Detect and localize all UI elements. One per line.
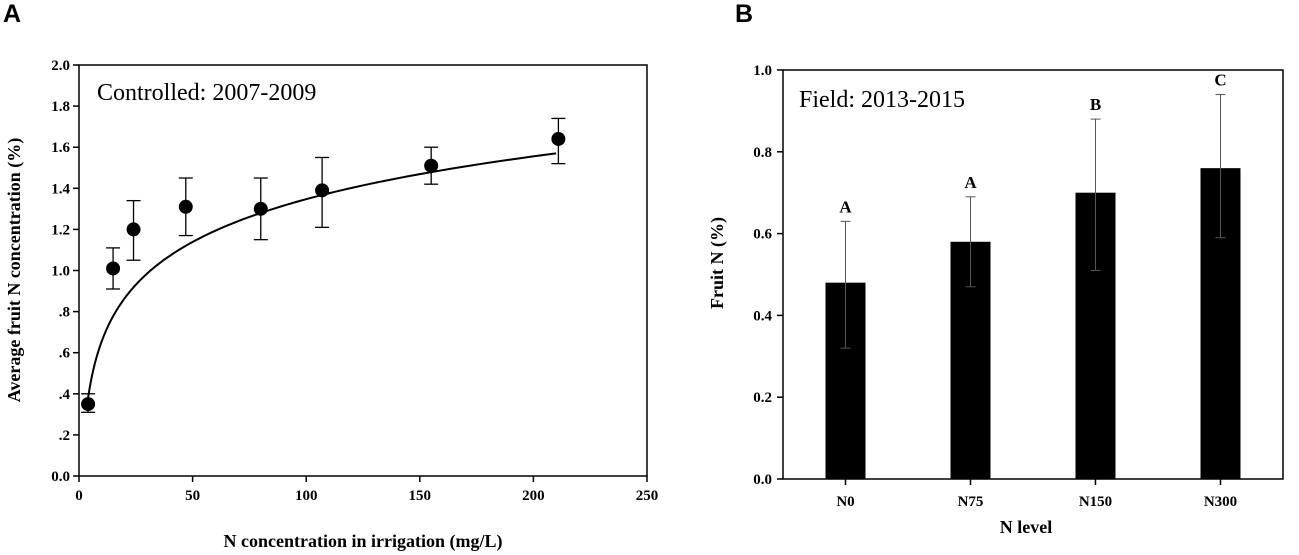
panel-a-series — [81, 117, 566, 413]
y-tick-label: .6 — [59, 346, 71, 362]
panel-b: B Field: 2013-2015 0.0 0.2 0.4 0.6 0.8 1.0 A N… — [707, 0, 1284, 537]
data-point — [315, 183, 330, 198]
data-point — [551, 131, 566, 146]
x-tick-label: 250 — [636, 488, 659, 504]
panel-a-x-axis: 0 50 100 150 200 250 — [75, 476, 658, 504]
x-tick-label: 0 — [75, 488, 83, 504]
panel-b-y-axis: 0.0 0.2 0.4 0.6 0.8 1.0 — [753, 63, 783, 488]
panel-a-y-axis: 0.0 .2 .4 .6 .8 1.0 1.2 1.4 1.6 1.8 2.0 — [51, 58, 79, 485]
panel-a-x-label: N concentration in irrigation (mg/L) — [224, 531, 503, 552]
y-tick-label: 0.6 — [753, 227, 772, 243]
x-tick-label: 50 — [185, 488, 200, 504]
data-point — [253, 201, 268, 216]
y-tick-label: 0.0 — [51, 469, 70, 485]
significance-letter: B — [1090, 95, 1101, 114]
y-tick-label: 2.0 — [51, 58, 70, 74]
panel-b-x-label: N level — [1000, 517, 1052, 537]
x-tick-label: 200 — [522, 488, 545, 504]
data-point — [424, 158, 439, 173]
y-tick-label: 0.8 — [753, 145, 772, 161]
panel-a: A Controlled: 2007-2009 0 50 100 150 200 250 … — [3, 0, 658, 552]
data-point — [81, 397, 96, 412]
category-label: N150 — [1079, 494, 1112, 510]
x-tick-label: 100 — [295, 488, 318, 504]
panel-a-plot-frame — [78, 64, 648, 477]
y-tick-label: 1.6 — [51, 140, 70, 156]
y-tick-label: .8 — [59, 305, 70, 321]
y-tick-label: 1.2 — [51, 222, 70, 238]
panel-b-plot-frame — [782, 69, 1284, 480]
y-tick-label: 0.2 — [753, 390, 772, 406]
y-tick-label: 1.8 — [51, 99, 70, 115]
data-point — [126, 222, 141, 237]
y-tick-label: 1.0 — [753, 63, 772, 79]
data-point — [178, 199, 193, 214]
data-point — [106, 261, 121, 276]
y-tick-label: 0.4 — [753, 308, 772, 324]
y-tick-label: 1.0 — [51, 264, 70, 280]
significance-letter: A — [839, 197, 852, 216]
y-tick-label: .2 — [59, 428, 70, 444]
y-tick-label: .4 — [59, 387, 71, 403]
panel-a-title: Controlled: 2007-2009 — [97, 80, 316, 106]
panel-b-title: Field: 2013-2015 — [799, 87, 965, 113]
y-tick-label: 1.4 — [51, 181, 70, 197]
panel-a-y-label: Average fruit N concentration (%) — [4, 138, 25, 403]
significance-letter: A — [964, 173, 977, 192]
significance-letter: C — [1214, 71, 1226, 90]
category-label: N300 — [1204, 494, 1237, 510]
panel-b-y-label: Fruit N (%) — [707, 217, 728, 309]
category-label: N0 — [836, 494, 854, 510]
x-tick-label: 150 — [409, 488, 432, 504]
y-tick-label: 0.0 — [753, 472, 772, 488]
panel-b-series: A N0 A N75 B N150 C N300 — [825, 71, 1241, 510]
panel-a-letter: A — [3, 0, 21, 28]
panel-b-letter: B — [735, 0, 753, 28]
category-label: N75 — [958, 494, 984, 510]
